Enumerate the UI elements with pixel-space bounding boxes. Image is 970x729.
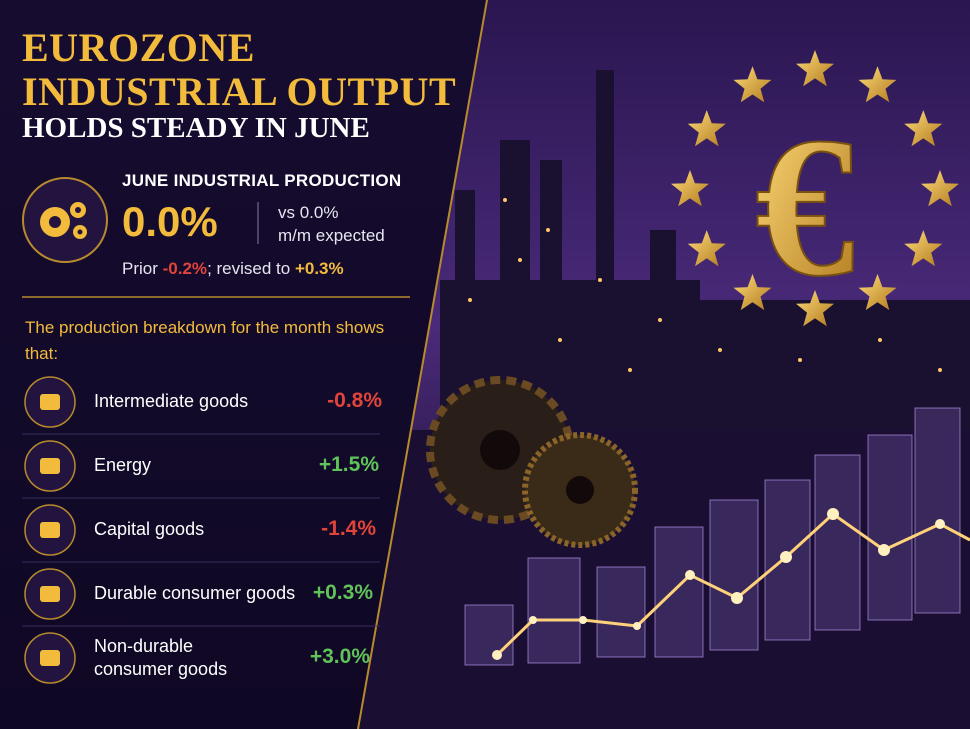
breakdown-intro: The production breakdown for the month s… (25, 318, 385, 363)
item-value: -0.8% (327, 389, 382, 412)
star (671, 170, 709, 207)
star (904, 230, 943, 267)
star (733, 273, 772, 311)
prior-label: Prior (122, 259, 158, 278)
item-value: +3.0% (309, 645, 370, 668)
item-label: Non-durable consumer goods (94, 636, 228, 679)
star (858, 273, 897, 311)
illustration: € (358, 0, 970, 729)
row-icon-glyph (40, 522, 60, 538)
row-icon-glyph (40, 458, 60, 474)
row-icon-glyph (40, 586, 60, 602)
item-value: -1.4% (321, 517, 376, 540)
euro-symbol: € (755, 97, 855, 318)
expectation: vs 0.0% (278, 203, 339, 222)
revised-value: +0.3% (294, 259, 344, 278)
item-label: Energy (94, 455, 152, 475)
item-value: +1.5% (318, 453, 379, 476)
prior-value: -0.2% (162, 259, 208, 278)
item-label: Capital goods (94, 519, 205, 539)
revised-label: ; revised to (207, 259, 291, 278)
headline-value: 0.0% (122, 198, 218, 245)
subtitle: HOLDS STEADY IN JUNE (22, 112, 370, 144)
star (687, 230, 726, 267)
title-line: INDUSTRIAL OUTPUT (22, 69, 457, 114)
title-line: EUROZONE (22, 25, 255, 70)
star (796, 50, 834, 87)
star (796, 290, 834, 327)
star (733, 66, 772, 103)
row-icon-glyph (40, 394, 60, 410)
factory-lights (468, 198, 942, 372)
panel-edge (357, 0, 488, 729)
headline-label: JUNE INDUSTRIAL PRODUCTION (122, 171, 402, 190)
eu-stars (671, 50, 959, 327)
item-value: +0.3% (312, 581, 373, 604)
row-icons (22, 376, 380, 684)
expectation: m/m expected (278, 226, 385, 245)
item-label: Intermediate goods (94, 391, 249, 411)
trend-dots (492, 508, 945, 660)
item-label: Durable consumer goods (94, 583, 296, 603)
row-icon-glyph (40, 650, 60, 666)
gears-icon (40, 202, 87, 239)
glass-bars (464, 407, 961, 666)
star (687, 110, 726, 147)
star (921, 170, 959, 207)
prior-line: Prior -0.2%; revised to +0.3% (122, 257, 344, 280)
gears (426, 376, 638, 548)
star (904, 110, 943, 147)
star (858, 66, 897, 103)
